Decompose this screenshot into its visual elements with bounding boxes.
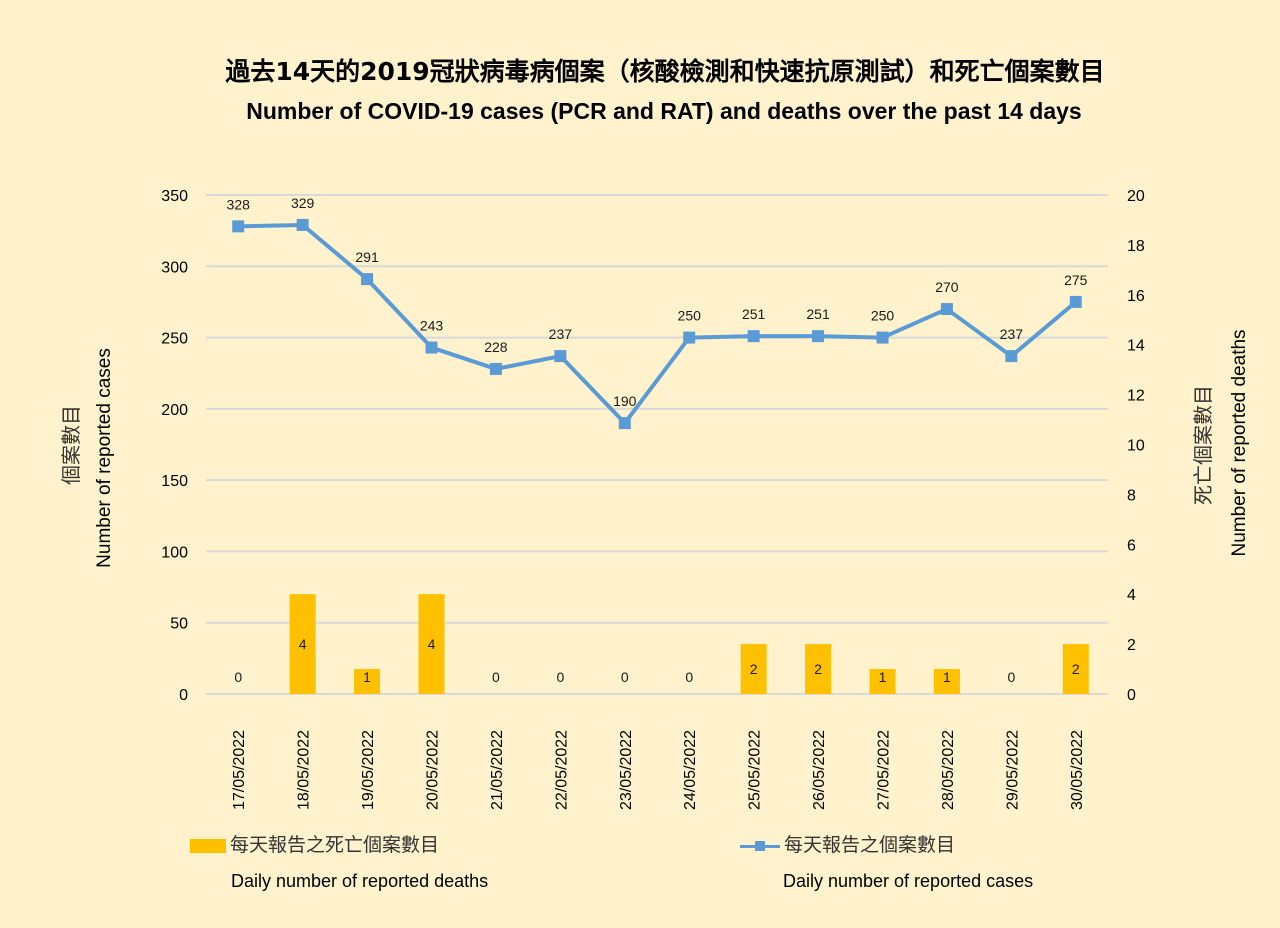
death-data-label: 0 [556, 669, 564, 685]
legend-deaths-zh: 每天報告之死亡個案數目 [230, 834, 440, 856]
death-data-label: 2 [814, 661, 822, 677]
legend-cases-zh: 每天報告之個案數目 [784, 834, 956, 856]
cases-data-label: 243 [420, 318, 444, 334]
death-data-label: 4 [428, 636, 436, 652]
cases-data-label: 250 [678, 308, 702, 324]
death-bar [1062, 644, 1089, 694]
death-bar [740, 644, 767, 694]
left-axis-tick: 100 [161, 544, 188, 561]
cases-marker [683, 331, 696, 344]
cases-data-label: 237 [1000, 326, 1024, 342]
cases-marker [812, 330, 825, 343]
right-axis-tick: 10 [1127, 438, 1145, 455]
death-data-label: 4 [299, 636, 307, 652]
cases-marker [554, 350, 567, 363]
legend-cases-en: Daily number of reported cases [783, 871, 1034, 891]
cases-marker [940, 303, 953, 316]
x-axis-date-label: 21/05/2022 [489, 730, 506, 810]
cases-data-label: 270 [935, 279, 959, 295]
cases-marker [747, 330, 760, 343]
cases-data-label: 291 [355, 249, 379, 265]
left-axis-tick: 300 [161, 259, 188, 276]
left-axis-tick: 250 [161, 331, 188, 348]
cases-data-label: 328 [227, 196, 251, 212]
x-axis-date-label: 20/05/2022 [425, 730, 442, 810]
death-data-label: 2 [1072, 661, 1080, 677]
cases-data-label: 329 [291, 195, 315, 211]
cases-data-label: 228 [484, 339, 508, 355]
chart-title-zh: 過去14天的2019冠狀病毒病個案（核酸檢測和快速抗原測試）和死亡個案數目 [225, 57, 1105, 86]
death-data-label: 1 [943, 669, 951, 685]
x-axis-date-label: 30/05/2022 [1069, 730, 1086, 810]
death-data-label: 0 [234, 669, 242, 685]
death-data-label: 0 [492, 669, 500, 685]
cases-marker [489, 362, 502, 375]
right-axis-tick: 12 [1127, 388, 1145, 405]
cases-data-label: 275 [1064, 272, 1088, 288]
right-axis-tick: 20 [1127, 188, 1145, 205]
right-axis-title-zh: 死亡個案數目 [1191, 385, 1215, 505]
left-axis-tick: 50 [170, 616, 188, 633]
left-axis-tick: 0 [179, 687, 188, 704]
cases-marker [296, 218, 309, 231]
left-axis-title-zh: 個案數目 [59, 405, 83, 485]
death-bar [805, 644, 832, 694]
cases-marker [876, 331, 889, 344]
x-axis-date-label: 26/05/2022 [811, 730, 828, 810]
right-axis-tick: 18 [1127, 238, 1145, 255]
cases-marker [1005, 350, 1018, 363]
x-axis-date-label: 17/05/2022 [231, 730, 248, 810]
right-axis-tick: 4 [1127, 587, 1136, 604]
right-axis-tick: 14 [1127, 338, 1145, 355]
death-bar [354, 669, 381, 694]
death-bar [869, 669, 896, 694]
x-axis-date-label: 19/05/2022 [360, 730, 377, 810]
cases-data-label: 251 [806, 306, 830, 322]
x-axis-date-label: 28/05/2022 [940, 730, 957, 810]
x-axis-date-label: 18/05/2022 [296, 730, 313, 810]
death-data-label: 1 [879, 669, 887, 685]
cases-marker [1069, 295, 1082, 308]
death-data-label: 0 [685, 669, 693, 685]
cases-marker [232, 220, 245, 233]
right-axis-tick: 0 [1127, 687, 1136, 704]
death-data-label: 0 [1007, 669, 1015, 685]
x-axis-date-label: 25/05/2022 [747, 730, 764, 810]
death-data-label: 0 [621, 669, 629, 685]
x-axis-date-label: 24/05/2022 [682, 730, 699, 810]
death-data-label: 1 [363, 669, 371, 685]
right-axis-tick: 6 [1127, 537, 1136, 554]
death-bar [289, 594, 316, 694]
right-axis-tick: 8 [1127, 487, 1136, 504]
chart-title-en: Number of COVID-19 cases (PCR and RAT) a… [246, 98, 1082, 124]
bar-swatch-icon [190, 838, 226, 853]
legend-deaths: 每天報告之死亡個案數目 Daily number of reported dea… [190, 830, 488, 892]
death-bar [418, 594, 445, 694]
legend-deaths-en: Daily number of reported deaths [231, 871, 489, 891]
x-axis-date-label: 23/05/2022 [618, 730, 635, 810]
death-bar [933, 669, 960, 694]
left-axis-tick: 150 [161, 473, 188, 490]
right-axis-title-en: Number of reported deaths [1229, 329, 1250, 556]
left-axis-title-en: Number of reported cases [94, 348, 115, 568]
cases-data-label: 251 [742, 306, 766, 322]
cases-data-label: 190 [613, 393, 637, 409]
cases-data-label: 250 [871, 308, 895, 324]
cases-data-label: 237 [549, 326, 573, 342]
right-axis-tick: 2 [1127, 637, 1136, 654]
right-axis-tick: 16 [1127, 288, 1145, 305]
left-axis-tick: 200 [161, 402, 188, 419]
x-axis-date-label: 29/05/2022 [1004, 730, 1021, 810]
cases-line [238, 222, 1078, 426]
left-axis-tick: 350 [161, 188, 188, 205]
cases-marker [425, 341, 438, 354]
line-marker-swatch-icon [740, 839, 780, 853]
death-data-label: 2 [750, 661, 758, 677]
legend-cases: 每天報告之個案數目 Daily number of reported cases [740, 830, 1033, 892]
x-axis-date-label: 27/05/2022 [876, 730, 893, 810]
x-axis-date-label: 22/05/2022 [553, 730, 570, 810]
cases-marker [618, 417, 631, 430]
cases-marker [361, 273, 374, 286]
